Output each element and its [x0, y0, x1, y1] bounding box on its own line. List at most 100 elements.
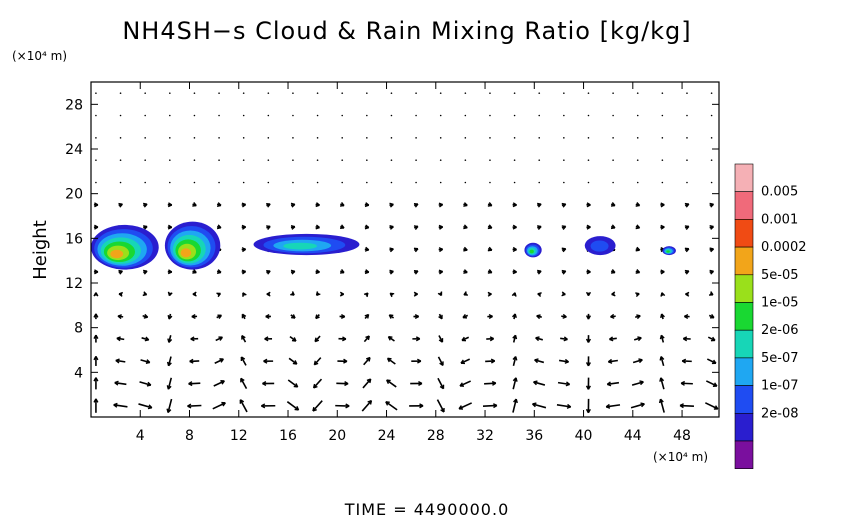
wind-vector-head	[389, 269, 394, 275]
vector-dot	[119, 92, 122, 94]
wind-vector	[240, 377, 248, 390]
wind-vector-head	[93, 356, 99, 361]
vector-dot	[636, 137, 639, 139]
wind-vector-head	[266, 202, 271, 208]
wind-vector-head	[191, 313, 196, 320]
vector-dot	[415, 137, 417, 139]
wind-vector-head	[635, 224, 641, 230]
wind-vector-head	[143, 313, 149, 319]
wind-vector-head	[561, 225, 567, 230]
wind-vector	[287, 379, 299, 388]
wind-vector	[459, 380, 472, 387]
wind-vector-head	[463, 224, 468, 230]
wind-vector-head	[605, 403, 611, 409]
wind-vector-head	[535, 336, 540, 342]
vector-dot	[464, 159, 467, 161]
wind-vector-head	[562, 313, 567, 319]
wind-vector-head	[419, 403, 424, 409]
wind-vector	[660, 356, 665, 366]
vector-dot	[538, 114, 541, 117]
vector-dot	[661, 159, 664, 161]
vector-dot	[390, 92, 393, 94]
wind-vector-head	[606, 381, 612, 387]
vector-dot	[341, 92, 344, 94]
wind-vector-head	[561, 247, 567, 253]
legend-swatch	[734, 219, 754, 248]
wind-vector-head	[216, 224, 222, 230]
vector-dot	[95, 181, 97, 184]
vector-dot	[169, 137, 171, 139]
wind-vector-head	[586, 224, 591, 230]
vector-dot	[513, 114, 516, 117]
wind-vector-head	[239, 399, 245, 404]
vector-dot	[489, 92, 491, 94]
wind-vector-head	[512, 246, 517, 252]
vector-dot	[341, 114, 344, 117]
vector-dot	[95, 114, 97, 117]
wind-vector-head	[142, 291, 148, 297]
wind-vector-head	[386, 379, 391, 384]
wind-vector-head	[94, 269, 99, 275]
vector-dot	[686, 92, 688, 94]
x-tick-label: 16	[279, 428, 297, 444]
wind-vector-head	[167, 338, 173, 343]
wind-vector	[167, 398, 173, 413]
wind-vector-head	[660, 269, 665, 275]
vector-dot	[563, 159, 565, 161]
wind-vector-head	[242, 292, 247, 297]
wind-vector	[139, 381, 152, 386]
y-tick-label: 24	[65, 142, 83, 158]
wind-vector	[213, 380, 225, 387]
wind-vector-head	[240, 377, 245, 383]
wind-vector-head	[94, 202, 99, 208]
wind-vector-head	[413, 291, 418, 297]
wind-vector	[286, 401, 300, 411]
wind-vector-head	[639, 380, 644, 386]
wind-vector-head	[93, 334, 99, 339]
wind-vector-head	[418, 380, 423, 387]
vector-dot	[686, 159, 688, 161]
vector-dot	[316, 114, 319, 117]
plot-frame	[90, 81, 720, 418]
wind-vector-head	[684, 225, 690, 230]
wind-vector-head	[659, 377, 665, 382]
wind-vector-head	[487, 269, 493, 274]
vector-dot	[636, 92, 639, 94]
wind-vector-head	[709, 269, 715, 275]
vector-dot	[710, 181, 713, 184]
wind-vector-head	[340, 313, 346, 320]
wind-vector	[659, 398, 665, 413]
wind-vector-head	[365, 356, 371, 362]
wind-vector-head	[364, 224, 370, 230]
vector-dot	[119, 137, 122, 139]
vector-dot	[292, 114, 294, 117]
wind-vector	[140, 359, 151, 364]
wind-vector	[485, 360, 495, 363]
vector-dot	[316, 92, 319, 94]
wind-vector-head	[166, 408, 172, 414]
wind-vector-head	[438, 224, 444, 230]
wind-vector-head	[413, 202, 419, 208]
wind-vector	[239, 399, 248, 413]
vector-dot	[144, 114, 146, 117]
wind-vector-head	[684, 202, 690, 208]
wind-vector-head	[638, 358, 643, 364]
vector-dot	[563, 137, 565, 139]
wind-vector-head	[364, 269, 370, 275]
wind-vector-head	[463, 202, 468, 207]
wind-vector	[115, 359, 126, 363]
wind-vector-head	[640, 402, 645, 408]
wind-vector-head	[659, 356, 665, 361]
wind-vector-head	[438, 247, 444, 253]
wind-vector-head	[585, 408, 591, 414]
vector-dot	[292, 137, 294, 139]
wind-vector-head	[684, 269, 690, 275]
vector-dot	[489, 114, 491, 117]
wind-vector	[167, 356, 172, 367]
vector-dot	[415, 92, 417, 94]
chart-title: NH4SH−s Cloud & Rain Mixing Ratio [kg/kg…	[122, 17, 691, 45]
wind-vector-head	[167, 314, 173, 320]
vector-dot	[587, 137, 590, 139]
legend-label: 1e-07	[761, 379, 799, 394]
wind-vector	[114, 381, 127, 386]
